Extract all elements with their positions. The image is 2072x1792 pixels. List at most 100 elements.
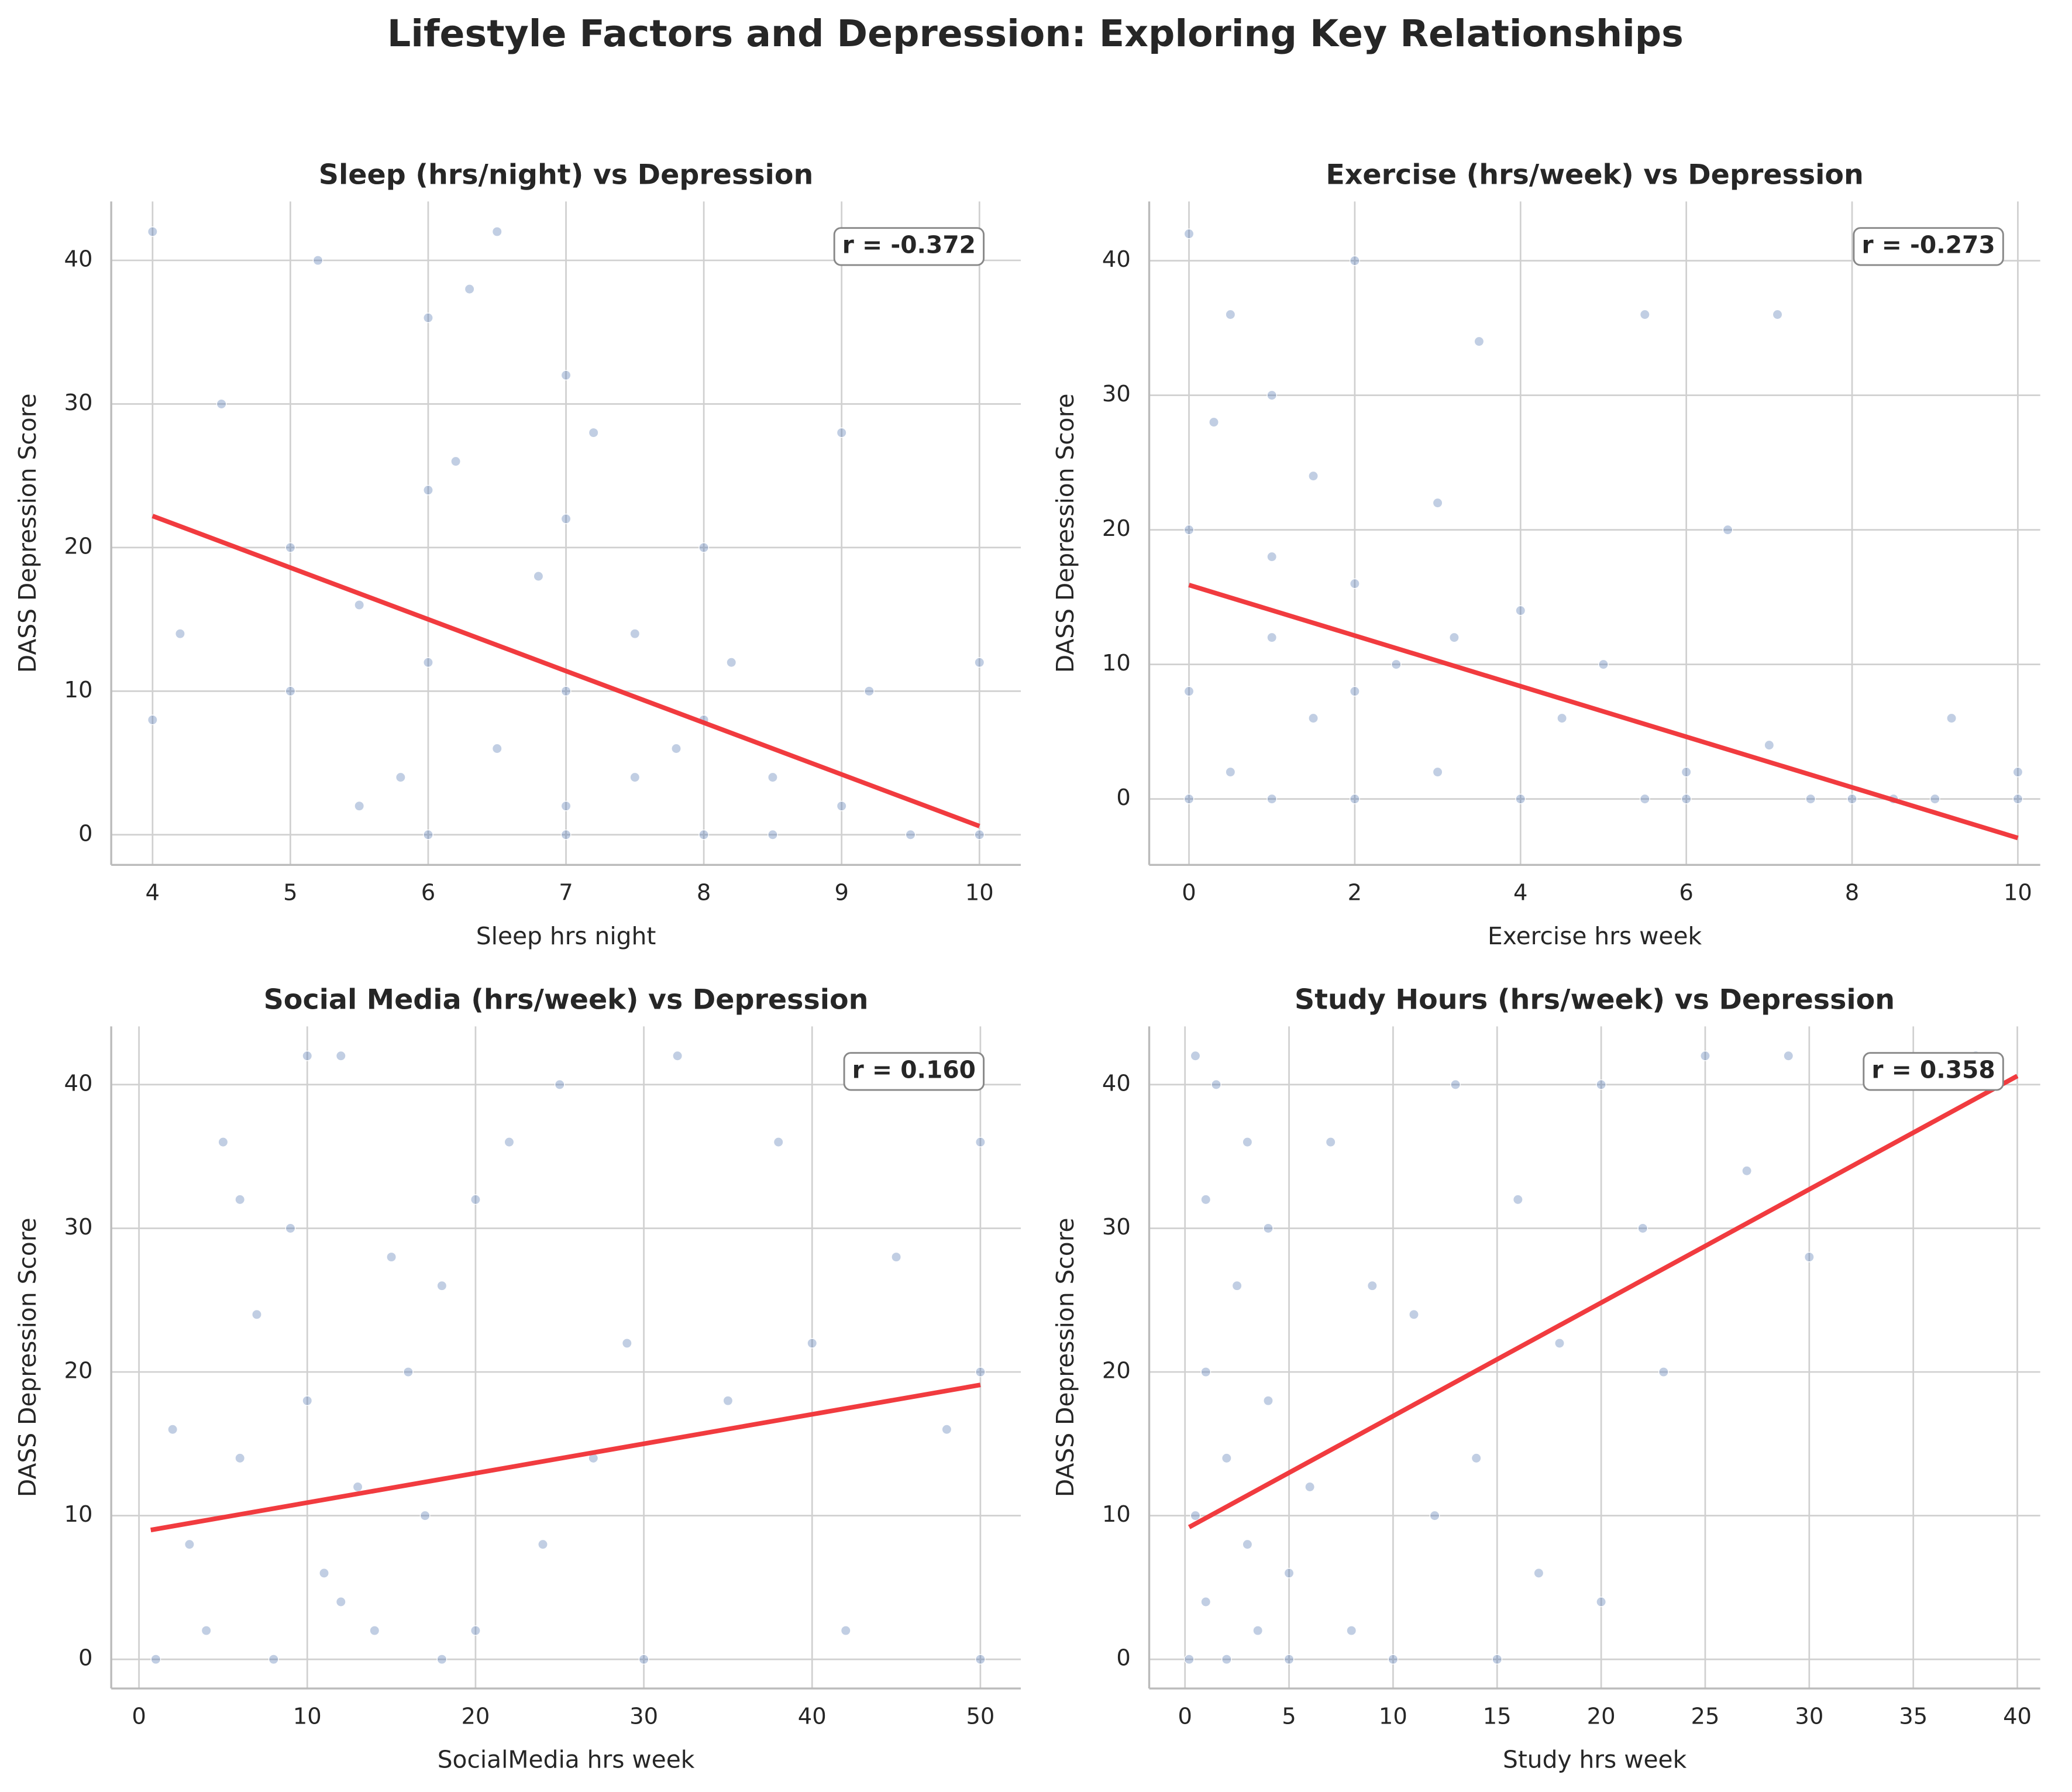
point [1183,793,1195,804]
point [638,1654,649,1665]
point [450,456,461,467]
figure-title: Lifestyle Factors and Depression: Explor… [387,12,1684,55]
point [1350,686,1360,697]
point [1515,793,1526,804]
annotation-box [843,1052,985,1091]
point [1515,605,1526,616]
panel-title: Study Hours (hrs/week) vs Depression [1295,983,1895,1016]
point [629,772,641,783]
point [1183,1654,1195,1665]
point [698,542,709,553]
y-tick-label: 10 [1102,1501,1131,1528]
x-axis-label: Study hrs week [1503,1746,1687,1774]
point [1346,1625,1357,1636]
point [147,714,158,725]
point [423,657,433,668]
point [1554,1338,1565,1349]
point [1242,1539,1253,1550]
point [1263,1223,1274,1234]
point [150,1654,161,1665]
point [1772,309,1783,320]
x-tick-label: 5 [283,880,297,906]
y-tick-label: 40 [64,1070,92,1096]
point [974,657,985,668]
y-axis-label: DASS Depression Score [1051,1217,1079,1497]
point [1200,1367,1211,1377]
panel: 0 10 20 30 40 4 5 6 7 8 9 10 Sleep (hrs/night) vs De… [13,159,1021,950]
point [538,1539,548,1550]
point [1283,1568,1295,1578]
x-tick-label: 10 [965,880,994,906]
point [1209,417,1219,428]
point [1263,1395,1274,1406]
point [302,1050,313,1061]
x-tick-label: 6 [1679,880,1693,906]
point [974,829,985,840]
point [1596,1597,1606,1607]
point [285,542,296,553]
point [354,600,364,610]
x-tick-label: 2 [1348,880,1362,906]
point [464,284,475,294]
annotation: r = -0.372 [842,231,976,259]
panel: 0 10 20 30 40 0 5 10 15 20 25 30 35 40 Study Hours (hr… [1051,983,2040,1774]
fit-line [150,1382,981,1533]
point [167,1424,178,1435]
point [767,829,778,840]
x-axis-label: Exercise hrs week [1488,922,1702,950]
point [698,829,709,840]
y-tick-label: 0 [78,1645,92,1671]
point [672,1050,683,1061]
x-tick-label: 35 [1899,1703,1928,1729]
x-tick-label: 15 [1483,1703,1512,1729]
x-tick-label: 50 [966,1703,994,1729]
point [1722,524,1733,535]
panel-title: Exercise (hrs/week) vs Depression [1326,159,1864,191]
point [1231,1280,1242,1291]
y-tick-label: 30 [64,390,92,416]
point [671,743,682,754]
point [1190,1050,1201,1061]
point [354,800,364,811]
point [836,427,847,438]
point [218,1137,229,1147]
point [975,1137,986,1147]
y-tick-label: 10 [64,677,92,703]
point [1266,390,1278,401]
y-tick-label: 30 [64,1214,92,1240]
point [1639,793,1650,804]
point [312,255,323,266]
point [726,657,737,668]
x-tick-label: 25 [1691,1703,1720,1729]
point [147,226,158,237]
point [1946,713,1957,724]
x-tick-label: 7 [559,880,573,906]
point [1221,1453,1232,1464]
point [1432,766,1443,778]
x-tick-label: 5 [1282,1703,1296,1729]
y-tick-label: 30 [1102,1214,1131,1240]
point [436,1654,448,1665]
point [1305,1481,1315,1492]
point [319,1568,329,1578]
point [560,370,572,381]
x-tick-label: 0 [132,1703,146,1729]
annotation-box [1863,1052,2004,1091]
point [1242,1137,1253,1147]
fit-line [152,514,980,828]
point [722,1395,734,1406]
point [352,1481,363,1492]
panel: 0 10 20 30 40 0 10 20 30 40 50 Social Media (hrs/we… [13,983,1021,1774]
annotation-box [1853,227,2004,266]
point [1283,1654,1295,1665]
point [1658,1367,1669,1377]
point [1557,713,1567,724]
point [491,743,502,754]
y-tick-label: 10 [64,1501,92,1528]
point [1183,524,1195,535]
point [184,1539,195,1550]
point [423,829,433,840]
point [423,484,433,496]
